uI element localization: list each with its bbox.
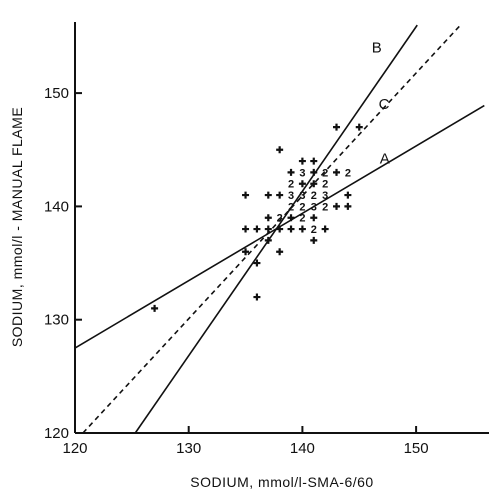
data-point [321, 225, 329, 233]
data-point [344, 202, 352, 210]
data-point [242, 191, 250, 199]
data-point [344, 191, 352, 199]
data-point [333, 123, 341, 131]
data-point-count: 2 [345, 167, 351, 179]
data-point [242, 248, 250, 256]
y-axis-label: SODIUM, mmol/l - MANUAL FLAME [9, 107, 25, 347]
data-point [264, 191, 272, 199]
data-point-count: 2 [299, 201, 305, 213]
data-point [310, 214, 318, 222]
data-point [298, 180, 306, 188]
y-tick-label: 120 [44, 425, 69, 442]
data-point-count: 3 [299, 167, 305, 179]
data-point-count: 2 [322, 201, 328, 213]
data-point [298, 225, 306, 233]
data-point [333, 168, 341, 176]
data-point-count: 3 [299, 190, 305, 202]
data-point-count: 2 [311, 190, 317, 202]
data-point-count: 2 [299, 213, 305, 225]
x-tick-label: 120 [62, 440, 87, 457]
line-label-a: A [380, 150, 390, 167]
data-point-count: 2 [311, 224, 317, 236]
data-point [264, 225, 272, 233]
data-point [310, 180, 318, 188]
y-tick-label: 130 [44, 312, 69, 329]
data-point-count: 2 [288, 179, 294, 191]
data-point-count: 3 [288, 190, 294, 202]
data-point [276, 248, 284, 256]
data-point [355, 123, 363, 131]
data-point-count: 3 [322, 190, 328, 202]
data-point [310, 236, 318, 244]
data-point [287, 225, 295, 233]
x-tick-label: 130 [176, 440, 201, 457]
data-point-count: 2 [277, 213, 283, 225]
x-axis-label: SODIUM, mmol/l-SMA-6/60 [190, 474, 373, 490]
line-label-b: B [372, 39, 382, 56]
data-point [242, 225, 250, 233]
data-point [151, 304, 159, 312]
data-point [253, 293, 261, 301]
data-point [287, 168, 295, 176]
data-point [298, 157, 306, 165]
data-point [276, 191, 284, 199]
y-tick-label: 150 [44, 85, 69, 102]
data-point [253, 259, 261, 267]
data-point [253, 225, 261, 233]
y-tick-label: 140 [44, 198, 69, 215]
data-point [264, 214, 272, 222]
data-point-count: 3 [311, 201, 317, 213]
tick-marks [74, 92, 418, 434]
line-label-c: C [379, 96, 390, 113]
x-tick-label: 150 [404, 440, 429, 457]
data-point [276, 225, 284, 233]
data-point [333, 202, 341, 210]
data-point-count: 2 [322, 179, 328, 191]
data-point-count: 2 [288, 201, 294, 213]
data-point [310, 157, 318, 165]
data-point [310, 168, 318, 176]
tick-labels: 120 130 140 150 120 130 140 150 [44, 85, 429, 457]
data-point [276, 146, 284, 154]
data-point [287, 214, 295, 222]
axes [74, 22, 489, 434]
data-point-count: 2 [322, 167, 328, 179]
line-labels: A B C [372, 39, 390, 167]
data-point [264, 236, 272, 244]
x-tick-label: 140 [290, 440, 315, 457]
line-c [82, 24, 462, 434]
